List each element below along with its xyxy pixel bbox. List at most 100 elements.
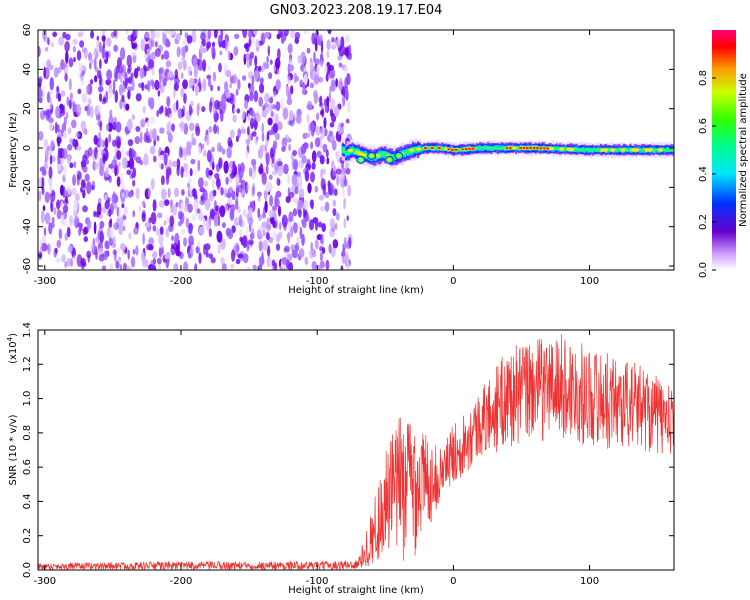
- noise-speckle: [38, 131, 44, 141]
- noise-speckle: [72, 255, 76, 261]
- noise-speckle: [226, 146, 232, 157]
- noise-speckle: [276, 68, 280, 75]
- noise-speckle: [319, 95, 323, 106]
- signal-peak: [525, 146, 530, 150]
- noise-speckle: [316, 265, 322, 270]
- noise-speckle: [128, 232, 132, 240]
- signal-hotspot: [361, 153, 367, 157]
- noise-speckle: [59, 109, 65, 117]
- noise-speckle: [228, 186, 233, 194]
- noise-speckle: [288, 143, 292, 152]
- noise-speckle: [246, 266, 251, 270]
- noise-speckle: [159, 226, 164, 236]
- noise-speckle: [165, 214, 170, 226]
- noise-speckle: [342, 66, 349, 73]
- noise-speckle: [232, 114, 237, 123]
- noise-speckle: [188, 175, 192, 185]
- noise-speckle: [123, 210, 127, 217]
- noise-speckle: [122, 225, 126, 231]
- signal-track-segment: [616, 149, 619, 152]
- noise-speckle: [310, 199, 314, 210]
- noise-speckle: [288, 65, 293, 71]
- noise-speckle: [248, 37, 252, 47]
- noise-speckle: [149, 129, 153, 141]
- noise-speckle: [175, 32, 181, 41]
- noise-speckle: [292, 208, 298, 217]
- noise-speckle: [75, 145, 82, 151]
- signal-peak: [471, 147, 475, 150]
- noise-speckle: [141, 200, 146, 207]
- noise-speckle: [239, 228, 243, 237]
- signal-track-segment: [653, 149, 656, 152]
- noise-speckle: [293, 72, 298, 84]
- noise-speckle: [117, 256, 122, 263]
- noise-speckle: [120, 47, 126, 60]
- noise-speckle: [233, 46, 239, 56]
- signal-track-segment: [421, 147, 424, 150]
- noise-speckle: [99, 58, 102, 70]
- noise-speckle: [208, 169, 213, 176]
- noise-speckle: [217, 214, 221, 227]
- spectrogram-x-tick-label: -200: [170, 276, 193, 287]
- noise-speckle: [94, 66, 99, 73]
- noise-speckle: [322, 143, 328, 153]
- noise-speckle: [211, 45, 215, 55]
- noise-speckle: [127, 90, 131, 100]
- noise-speckle: [189, 122, 195, 132]
- noise-speckle: [72, 100, 75, 108]
- snr-scale-base: (x10: [8, 341, 19, 364]
- noise-speckle: [319, 233, 324, 244]
- noise-speckle: [338, 62, 343, 68]
- noise-speckle: [317, 221, 323, 228]
- snr-x-label: Height of straight line (km): [288, 585, 424, 596]
- noise-speckle: [252, 264, 257, 270]
- noise-speckle: [301, 155, 307, 164]
- snr-y-tick-label: 0.4: [22, 493, 33, 509]
- noise-speckle: [77, 222, 83, 228]
- noise-speckle: [69, 138, 73, 144]
- signal-track-segment: [626, 148, 629, 152]
- noise-speckle: [57, 156, 61, 165]
- noise-speckle: [248, 83, 255, 95]
- colorbar-tick-label: 0.8: [698, 70, 709, 86]
- noise-speckle: [307, 182, 312, 194]
- noise-speckle: [75, 104, 82, 117]
- noise-speckle: [135, 126, 141, 132]
- noise-speckle: [109, 226, 114, 239]
- colorbar-tick-label: 0.0: [698, 262, 709, 278]
- noise-speckle: [108, 87, 113, 99]
- noise-speckle: [326, 96, 330, 107]
- noise-speckle: [330, 98, 336, 111]
- noise-speckle: [319, 251, 323, 262]
- spectrogram-x-label: Height of straight line (km): [288, 285, 424, 296]
- snr-background: [38, 330, 674, 570]
- noise-speckle: [175, 99, 179, 111]
- noise-speckle: [281, 214, 288, 228]
- noise-speckle: [332, 239, 339, 249]
- noise-speckle: [128, 147, 132, 159]
- noise-speckle: [130, 256, 136, 268]
- noise-speckle: [79, 40, 85, 48]
- noise-speckle: [73, 199, 78, 213]
- signal-track-segment: [573, 147, 576, 151]
- noise-speckle: [74, 193, 80, 202]
- snr-plot-area: [38, 334, 674, 570]
- noise-speckle: [125, 78, 130, 84]
- noise-speckle: [80, 76, 85, 86]
- noise-speckle: [95, 236, 100, 244]
- noise-speckle: [78, 62, 83, 73]
- noise-speckle: [285, 195, 291, 204]
- noise-speckle: [338, 48, 344, 57]
- noise-speckle: [122, 262, 128, 270]
- signal-peak: [437, 146, 441, 150]
- noise-speckle: [334, 106, 340, 118]
- signal-track-segment: [516, 146, 519, 150]
- noise-speckle: [261, 213, 266, 219]
- noise-speckle: [288, 211, 294, 223]
- noise-speckle: [180, 87, 185, 98]
- noise-speckle: [125, 30, 129, 35]
- noise-speckle: [134, 136, 141, 145]
- signal-peak: [508, 146, 513, 150]
- signal-track-segment: [493, 146, 496, 150]
- noise-speckle: [236, 108, 241, 114]
